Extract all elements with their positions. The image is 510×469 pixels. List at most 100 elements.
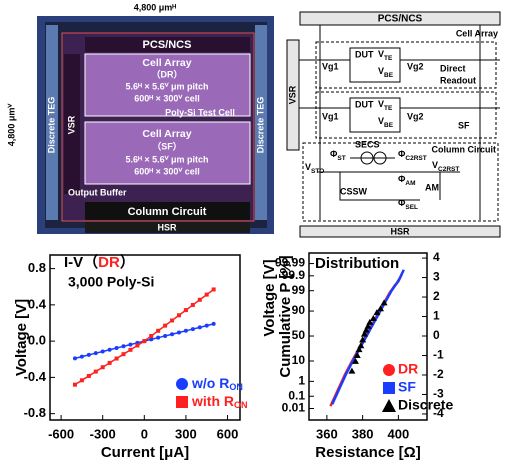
label-sub: AM [405, 180, 415, 187]
label-sub: BE [384, 122, 394, 129]
y-tick-label: 0.4 [28, 296, 47, 311]
x-axis-label: Resistance [Ω] [315, 444, 420, 461]
marker [142, 339, 146, 343]
marker [163, 324, 167, 328]
secs-label: SECS [355, 139, 380, 149]
marker [205, 324, 209, 328]
marker [149, 334, 153, 338]
marker [191, 327, 195, 331]
label-sub: SEL [405, 204, 418, 211]
label-sub: ST [337, 155, 345, 162]
marker [115, 346, 119, 350]
legend-label: Discrete [398, 397, 453, 413]
label-sub: C2RST [405, 155, 426, 162]
marker [383, 382, 395, 394]
title-part: DR [98, 254, 120, 271]
marker [80, 355, 84, 359]
marker [198, 325, 202, 329]
vsr-label: VSR [66, 115, 76, 134]
x-tick-label: 0 [141, 426, 148, 441]
x-axis-label: Current [μA] [101, 444, 189, 461]
y-axis-label: Cumulative P [%] [277, 255, 294, 377]
marker [87, 374, 91, 378]
marker [176, 396, 188, 408]
y-tick-label: 0.8 [28, 260, 46, 275]
mode-label: Direct [440, 63, 466, 73]
title-part: I-V（ [64, 253, 98, 271]
marker [205, 293, 209, 297]
y2-tick-label: 3 [433, 270, 440, 284]
chart-subtitle: 3,000 Poly-Si [68, 274, 154, 290]
marker [191, 303, 195, 307]
label-sub: BE [384, 72, 394, 79]
y-tick-label: -0.8 [24, 405, 46, 420]
y-tick-label: 0.0 [28, 333, 46, 348]
marker [135, 343, 139, 347]
marker [184, 329, 188, 333]
y-axis-label: Voltage [V] [13, 299, 30, 376]
marker [101, 365, 105, 369]
y2-tick-label: 0 [433, 328, 440, 342]
output-buffer-label: Output Buffer [68, 187, 127, 197]
marker [198, 298, 202, 302]
pcs-label: PCS/NCS [378, 14, 423, 25]
x-tick-label: 600 [217, 426, 239, 441]
teg-label: Discrete TEG [46, 97, 56, 154]
legend-label: DR [398, 361, 418, 377]
marker [87, 353, 91, 357]
dut-label: DUT [355, 49, 374, 59]
marker [128, 343, 132, 347]
marker [163, 334, 167, 338]
label-sub: TE [384, 105, 393, 112]
marker [184, 308, 188, 312]
marker [122, 352, 126, 356]
figure: 4,800 μmᴴ 4,800 μmⱽ PCS/NCS Cell Array （… [0, 0, 510, 464]
marker [122, 344, 126, 348]
array-label: 5.6ᴴ × 5.6ⱽ μm pitch [125, 81, 208, 91]
legend-sub: ON [229, 382, 243, 392]
marker [156, 336, 160, 340]
dut-label: DUT [355, 99, 374, 109]
marker [212, 287, 216, 291]
die-height: 4,800 μmⱽ [6, 103, 16, 147]
x-tick-label: -300 [90, 426, 116, 441]
die-photo: 4,800 μmᴴ 4,800 μmⱽ PCS/NCS Cell Array （… [6, 2, 274, 234]
teg-label: Discrete TEG [255, 97, 265, 154]
y-axis-label-overlay: Voltage [V] [261, 259, 278, 336]
x-tick-label: 400 [388, 426, 410, 441]
marker [212, 322, 216, 326]
hsr-label: HSR [157, 222, 177, 232]
legend-name: with R [191, 393, 234, 409]
array-label: 600ᴴ × 300ⱽ cell [134, 166, 200, 176]
y2-tick-label: 4 [433, 250, 440, 264]
y-tick-label: 0.01 [282, 401, 306, 415]
am-label: AM [425, 182, 439, 192]
marker [94, 370, 98, 374]
marker [177, 313, 181, 317]
cssw-label: CSSW [340, 186, 368, 196]
x-tick-label: 380 [352, 426, 374, 441]
marker [170, 332, 174, 336]
cell-array-label: Cell Array [456, 28, 498, 38]
array-label: 5.6ᴴ × 5.6ⱽ μm pitch [125, 154, 208, 164]
vg2-label: Vg2 [407, 111, 424, 121]
y2-tick-label: 1 [433, 309, 440, 323]
marker [108, 348, 112, 352]
marker [94, 351, 98, 355]
y2-tick-label: -2 [433, 367, 444, 381]
x-tick-label: 360 [316, 426, 338, 441]
vsr-label: VSR [287, 85, 297, 104]
x-tick-label: -600 [48, 426, 74, 441]
chart-title: Distribution [315, 255, 399, 272]
y-tick-label: 1 [298, 374, 305, 388]
marker [115, 357, 119, 361]
marker [177, 331, 181, 335]
array-label: Cell Array [142, 128, 191, 140]
title-part: ） [120, 253, 135, 271]
marker [149, 337, 153, 341]
legend-name: w/o R [191, 375, 229, 391]
array-label: （SF） [152, 141, 182, 151]
marker [176, 378, 188, 390]
marker [170, 318, 174, 322]
marker [101, 349, 105, 353]
